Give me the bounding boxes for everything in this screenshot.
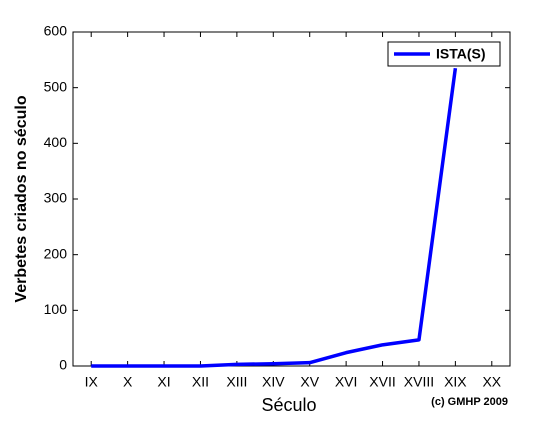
x-tick-label: XIX <box>444 374 467 390</box>
x-tick-label: XII <box>192 374 209 390</box>
x-tick-label: XVI <box>335 374 358 390</box>
plot-frame <box>72 31 511 367</box>
y-tick-label: 300 <box>44 190 68 206</box>
y-tick-label: 100 <box>44 301 68 317</box>
x-tick-label: XVIII <box>404 374 434 390</box>
x-axis-label: Século <box>261 395 316 415</box>
x-tick-label: X <box>123 374 133 390</box>
y-tick-label: 600 <box>44 23 68 39</box>
y-tick-label: 0 <box>59 357 67 373</box>
y-axis-label: Verbetes criados no século <box>13 95 30 302</box>
legend-label: ISTA(S) <box>436 46 486 62</box>
x-tick-label: XIV <box>262 374 285 390</box>
data-line <box>91 67 458 368</box>
y-tick-label: 200 <box>44 245 68 261</box>
x-tick-label: XIII <box>226 374 247 390</box>
annotation: (c) GMHP 2009 <box>431 396 508 408</box>
x-tick-label: XI <box>157 374 170 390</box>
x-tick-label: XVII <box>369 374 395 390</box>
x-tick-label: IX <box>85 374 99 390</box>
x-tick-label: XX <box>482 374 501 390</box>
y-tick-label: 500 <box>44 78 68 94</box>
y-tick-label: 400 <box>44 134 68 150</box>
x-tick-label: XV <box>300 374 319 390</box>
